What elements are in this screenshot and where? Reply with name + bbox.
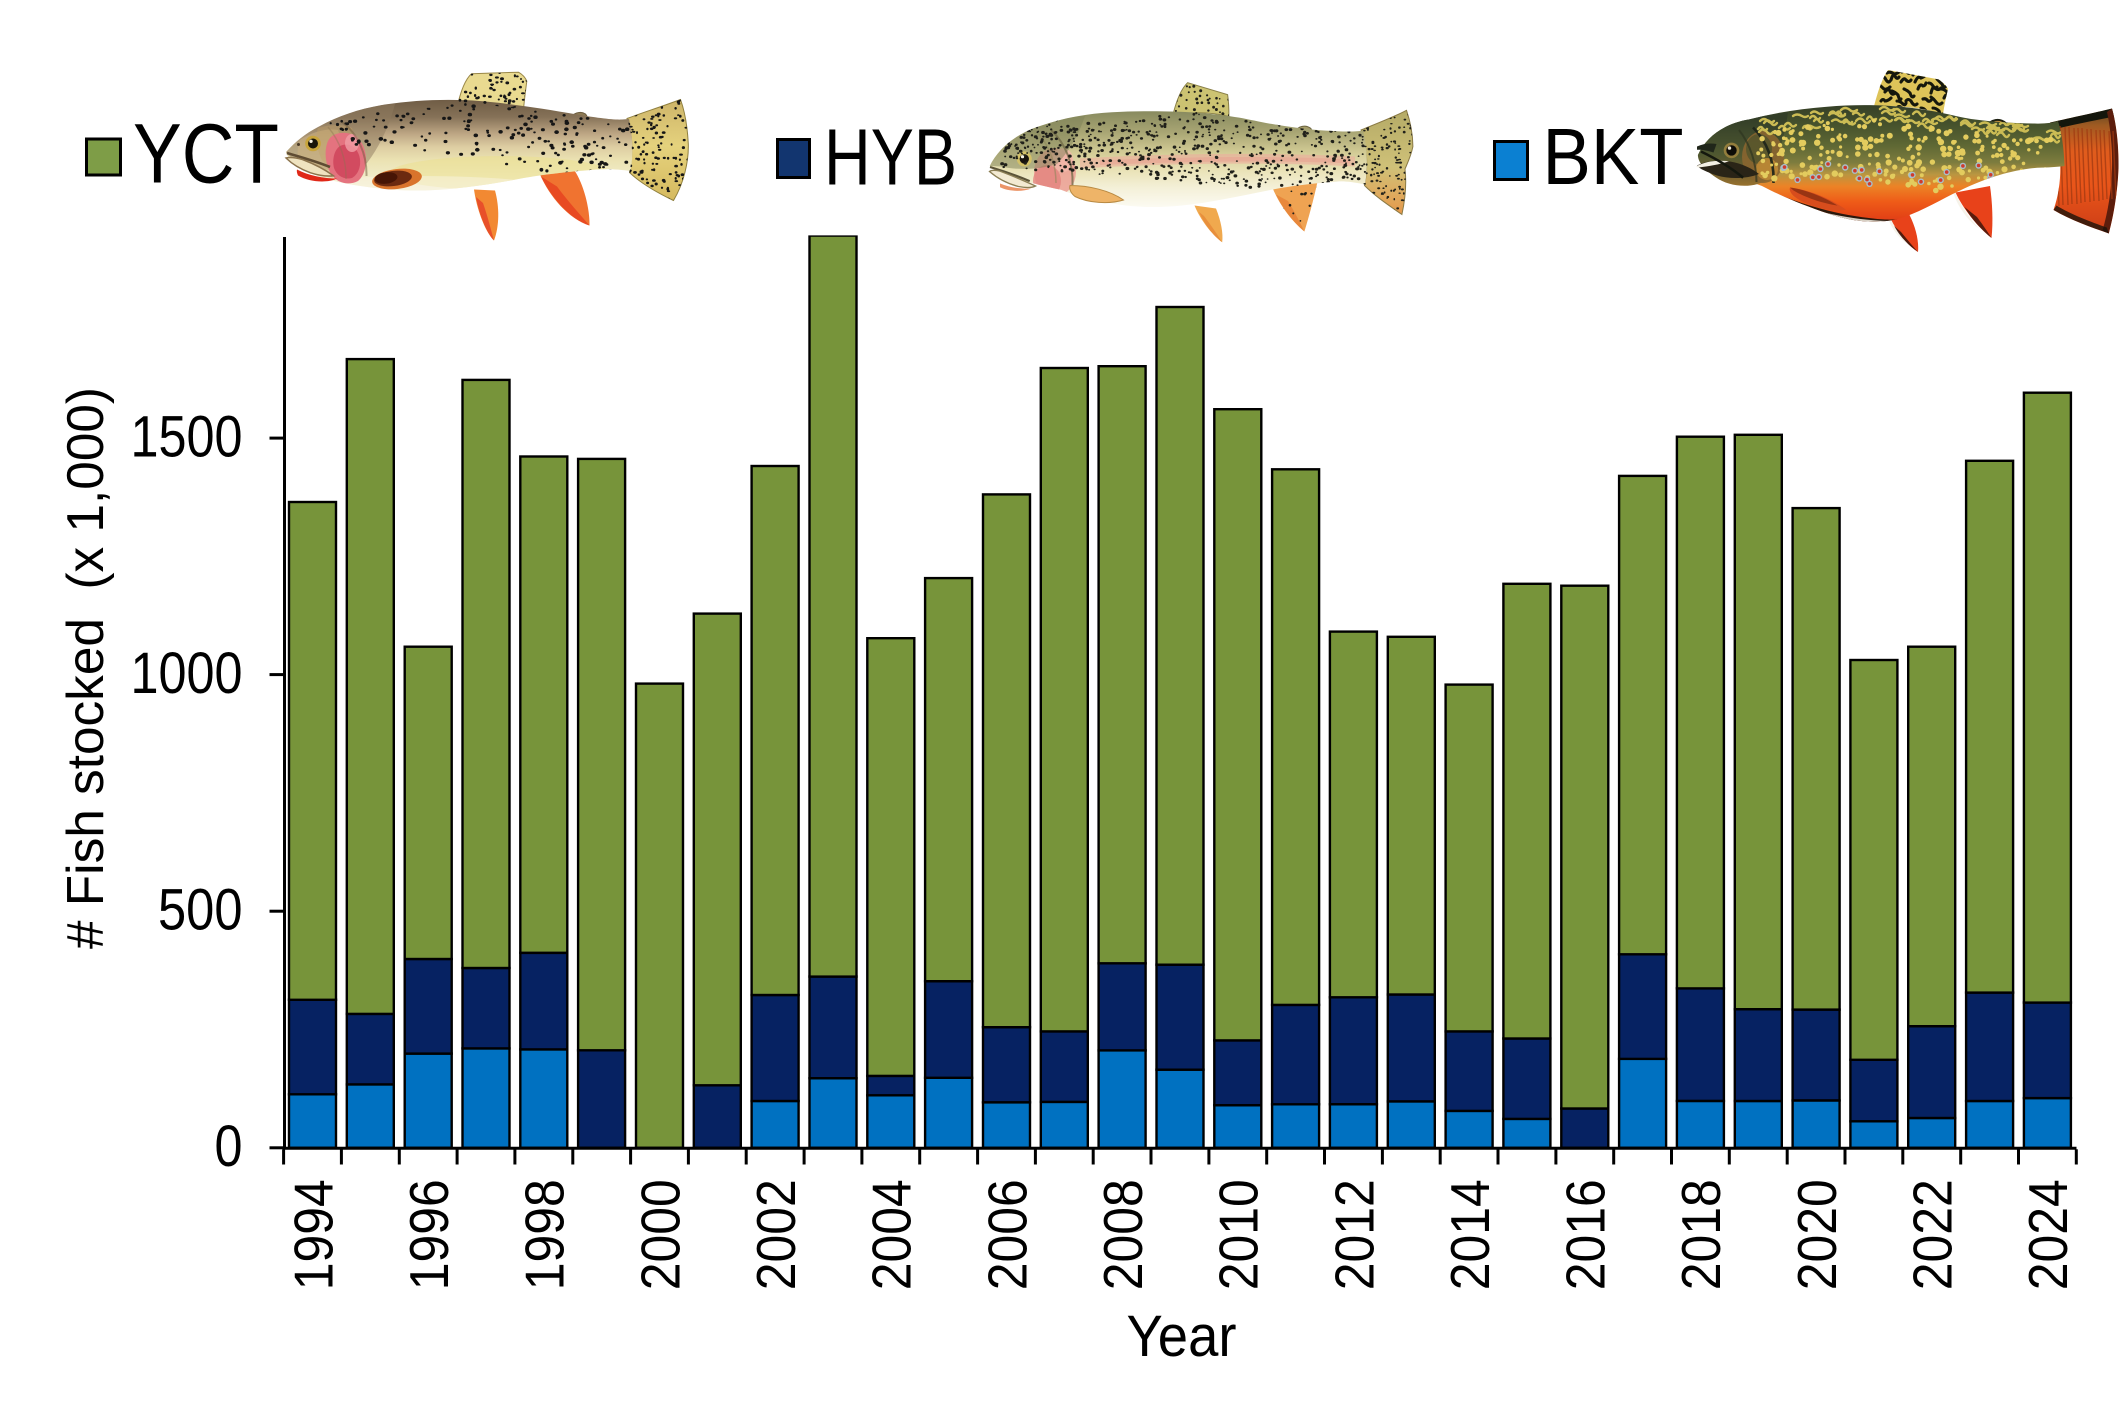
svg-text:2024: 2024 [2017,1179,2079,1290]
svg-text:2016: 2016 [1555,1179,1617,1290]
svg-text:YCT: YCT [133,106,279,200]
svg-text:1994: 1994 [282,1179,344,1290]
svg-text:1998: 1998 [514,1179,576,1290]
svg-text:2020: 2020 [1786,1179,1848,1290]
svg-text:1996: 1996 [398,1179,460,1290]
svg-text:HYB: HYB [824,112,957,201]
svg-text:1000: 1000 [131,641,243,706]
svg-text:# Fish stocked (x 1,000): # Fish stocked (x 1,000) [57,387,115,949]
svg-text:2014: 2014 [1439,1179,1501,1290]
svg-text:2004: 2004 [861,1179,923,1290]
svg-text:500: 500 [158,878,243,943]
svg-text:2008: 2008 [1092,1179,1154,1290]
svg-text:2010: 2010 [1208,1179,1270,1290]
svg-text:2012: 2012 [1323,1179,1385,1290]
svg-text:1500: 1500 [131,405,243,470]
svg-text:2002: 2002 [745,1179,807,1290]
svg-text:2018: 2018 [1670,1179,1732,1290]
svg-text:Year: Year [1127,1304,1237,1369]
svg-text:2022: 2022 [1902,1179,1964,1290]
svg-text:BKT: BKT [1543,112,1684,201]
svg-text:2006: 2006 [976,1179,1038,1290]
svg-text:2000: 2000 [629,1179,691,1290]
svg-text:0: 0 [215,1114,243,1179]
